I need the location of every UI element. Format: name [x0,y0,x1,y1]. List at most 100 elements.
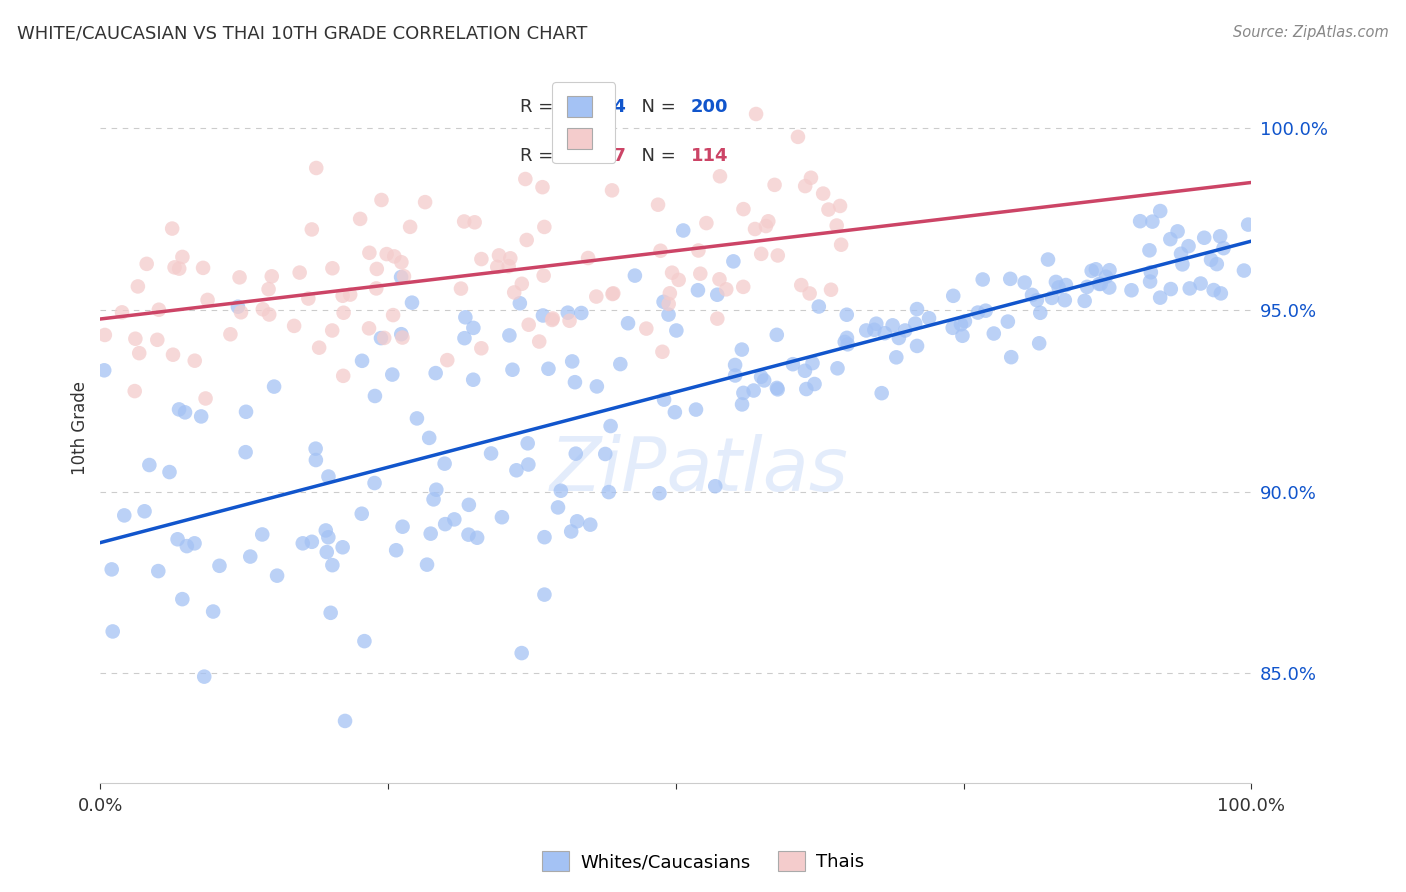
Point [904,317,927,331]
Point [375,247,398,261]
Point [972,272,994,286]
Point [651,344,673,359]
Point [716,282,738,296]
Point [949,318,972,332]
Point [983,326,1005,341]
Point [321,324,343,338]
Point [855,323,877,337]
Point [1036,252,1059,267]
Point [453,214,475,228]
Text: N =: N = [630,98,682,116]
Point [763,178,786,192]
Point [560,524,582,539]
Point [1202,283,1225,297]
Point [498,328,520,343]
Point [266,568,288,582]
Point [672,223,695,237]
Point [318,469,340,483]
Point [905,301,928,316]
Point [339,287,361,301]
Point [1045,275,1067,289]
Point [239,549,262,564]
Point [724,368,747,383]
Point [100,562,122,576]
Point [146,333,169,347]
Point [749,369,772,384]
Point [392,269,415,284]
Point [163,260,186,275]
Point [359,245,381,260]
Point [235,405,257,419]
Point [385,543,408,558]
Point [112,508,135,523]
Point [1021,288,1043,302]
Point [1129,214,1152,228]
Point [744,222,766,236]
Point [453,331,475,345]
Point [657,308,679,322]
Point [749,247,772,261]
Point [974,303,997,318]
Point [162,348,184,362]
Point [664,405,686,419]
Point [709,169,731,184]
Point [755,219,778,233]
Point [665,324,688,338]
Point [291,536,314,550]
Text: Source: ZipAtlas.com: Source: ZipAtlas.com [1233,25,1389,40]
Point [1140,265,1163,279]
Point [516,233,538,247]
Point [742,384,765,398]
Point [865,317,887,331]
Point [228,270,250,285]
Point [1053,293,1076,308]
Point [766,381,789,395]
Point [399,219,422,234]
Point [257,282,280,296]
Point [531,180,554,194]
Point [1088,277,1111,291]
Point [332,306,354,320]
Point [160,221,183,235]
Point [184,353,207,368]
Point [894,323,917,337]
Point [288,266,311,280]
Point [1073,293,1095,308]
Point [731,343,754,357]
Point [602,287,624,301]
Point [870,386,893,401]
Point [1177,239,1199,253]
Point [176,539,198,553]
Point [332,368,354,383]
Point [503,285,526,300]
Point [695,216,717,230]
Point [820,283,842,297]
Point [1199,252,1222,267]
Point [531,309,554,323]
Point [418,431,440,445]
Point [1139,244,1161,258]
Point [515,172,537,186]
Point [647,197,669,211]
Point [863,323,886,337]
Point [1149,204,1171,219]
Point [191,260,214,275]
Point [835,308,858,322]
Point [333,714,356,728]
Legend: Whites/Caucasians, Thais: Whites/Caucasians, Thais [536,844,870,879]
Point [93,363,115,377]
Point [636,321,658,335]
Point [882,318,904,333]
Point [766,248,789,262]
Point [731,397,754,411]
Point [565,514,588,528]
Point [318,530,340,544]
Point [425,483,447,497]
Point [579,517,602,532]
Point [1139,275,1161,289]
Point [564,375,586,389]
Point [391,519,413,533]
Point [315,524,337,538]
Point [834,334,856,349]
Point [1028,336,1050,351]
